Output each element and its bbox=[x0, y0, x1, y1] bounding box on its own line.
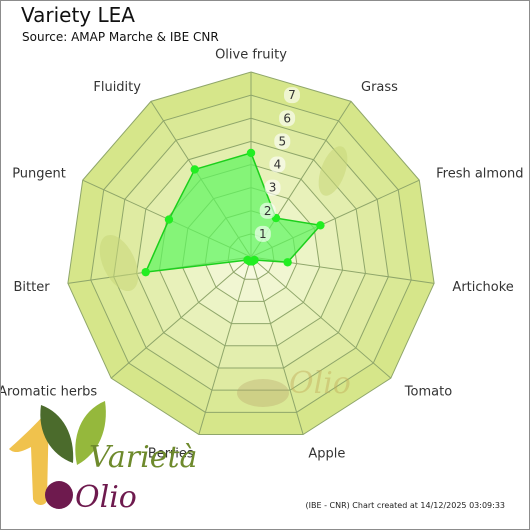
tick-label-bg bbox=[274, 133, 291, 150]
watermark-logo: Olio bbox=[99, 146, 351, 407]
tick-label-bg bbox=[283, 87, 300, 104]
watermark-leaf-icon bbox=[318, 146, 348, 196]
logo-leaf-dark-icon bbox=[40, 405, 74, 463]
tick-label-bg bbox=[264, 179, 281, 196]
data-point bbox=[246, 148, 256, 158]
data-point bbox=[141, 267, 150, 277]
logo-leaf-light-icon bbox=[75, 401, 106, 465]
radial-ticks: 1 2 3 4 5 6 7 bbox=[254, 87, 300, 242]
tick-label-bg bbox=[254, 225, 271, 242]
logo-bottom-word: Olio bbox=[75, 480, 137, 515]
grid-spoke bbox=[250, 256, 304, 435]
chart-title: Variety LEA bbox=[21, 3, 135, 27]
grid-spoke bbox=[110, 256, 252, 379]
logo-numeral-one bbox=[9, 409, 49, 505]
logo-olive-icon bbox=[45, 481, 73, 509]
data-point bbox=[316, 221, 325, 230]
axis-label: Fluidity bbox=[93, 80, 141, 95]
tick-label: 7 bbox=[288, 88, 296, 102]
data-point bbox=[190, 165, 199, 174]
chart-footer: (IBE - CNR) Chart created at 14/12/2025 … bbox=[305, 501, 506, 510]
axis-label: Grass bbox=[361, 80, 398, 95]
watermark-word: Olio bbox=[289, 366, 351, 401]
series-layer bbox=[141, 148, 325, 277]
logo-top-word: Varietà bbox=[89, 440, 197, 475]
data-point bbox=[283, 258, 292, 267]
axis-label: Olive fruity bbox=[215, 48, 287, 63]
axis-label: Apple bbox=[308, 446, 345, 461]
chart-subtitle: Source: AMAP Marche & IBE CNR bbox=[22, 30, 219, 44]
tick-label-bg bbox=[259, 202, 276, 219]
axis-label: Berries bbox=[148, 446, 194, 461]
watermark-olive-icon bbox=[237, 379, 289, 407]
tick-label-bg bbox=[269, 156, 286, 173]
grid-spoke bbox=[198, 256, 252, 435]
tick-label: 3 bbox=[269, 181, 277, 195]
tick-label: 6 bbox=[283, 111, 291, 125]
axis-label: Aromatic herbs bbox=[1, 384, 97, 399]
tick-label: 4 bbox=[274, 158, 282, 172]
data-point bbox=[243, 255, 252, 265]
axis-label: Artichoke bbox=[452, 280, 513, 295]
varieta-olio-logo: Varietà Olio bbox=[9, 401, 197, 515]
axis-label: Bitter bbox=[13, 280, 50, 295]
tick-label: 1 bbox=[259, 227, 267, 241]
tick-label: 2 bbox=[264, 204, 272, 218]
axis-labels: Olive fruity Grass Fresh almond Artichoke To… bbox=[1, 48, 524, 462]
tick-label: 5 bbox=[278, 134, 286, 148]
data-point bbox=[164, 215, 174, 224]
watermark-leaf-icon bbox=[99, 234, 139, 292]
axis-label: Fresh almond bbox=[436, 166, 523, 181]
axis-label: Pungent bbox=[12, 166, 66, 181]
grid-spoke bbox=[250, 256, 392, 379]
tick-label-bg bbox=[279, 110, 296, 127]
axis-label: Tomato bbox=[404, 384, 452, 399]
